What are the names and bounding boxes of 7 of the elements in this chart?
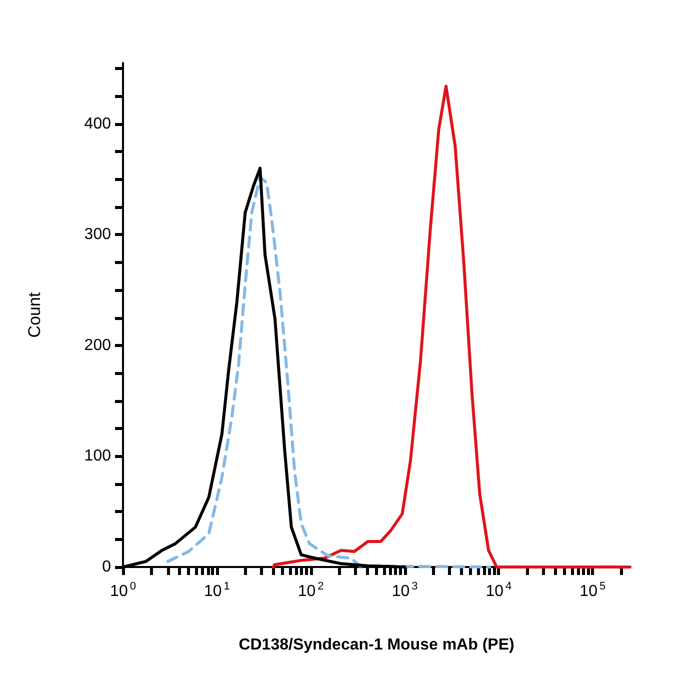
y-tick-label: 300 [84,226,112,244]
y-tick-label: 200 [84,336,112,354]
y-axis-title: Count [25,292,44,338]
y-tick-label: 0 [102,558,112,576]
y-tick-label: 100 [84,448,112,465]
y-tick-label: 400 [84,115,112,132]
x-axis-title: CD138/Syndecan-1 Mouse mAb (PE) [238,636,514,654]
